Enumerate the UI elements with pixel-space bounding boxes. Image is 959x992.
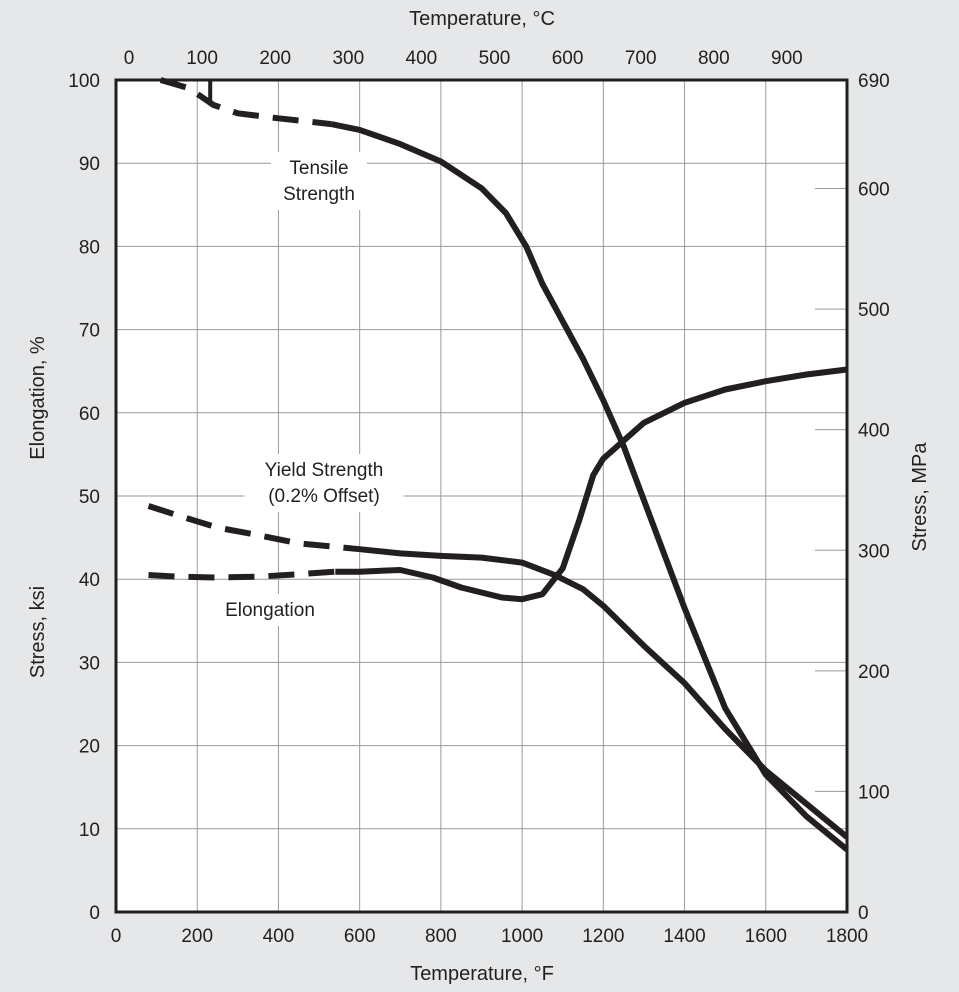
x-bottom-tick-label: 1200	[582, 926, 624, 947]
y-left-tick-label: 50	[79, 487, 100, 508]
x-top-tick-label: 600	[552, 48, 584, 69]
elongation-label-line: Elongation	[225, 600, 315, 621]
x-bottom-axis-title: Temperature, °F	[410, 963, 554, 985]
y-left-tick-label: 20	[79, 737, 100, 758]
series-layer	[147, 77, 849, 852]
y-left-tick-label: 60	[79, 404, 100, 425]
elongation-label-background	[211, 594, 329, 626]
yield-strength-label-line: Yield Strength	[265, 460, 384, 481]
y-right-tick-label: 400	[858, 421, 890, 442]
x-bottom-tick-label: 1800	[826, 926, 868, 947]
y-left-axis-title-stress: Stress, ksi	[27, 586, 49, 678]
yield-strength-label-background	[244, 454, 404, 512]
y-right-tick-label: 690	[858, 71, 890, 92]
y-left-tick-label: 30	[79, 653, 100, 674]
x-top-tick-label: 200	[259, 48, 291, 69]
x-top-tick-label: 400	[406, 48, 438, 69]
y-right-tick-label: 300	[858, 541, 890, 562]
y-left-tick-label: 90	[79, 154, 100, 175]
tensile-strength-label-line: Strength	[283, 184, 355, 205]
tensile-strength-dashed-line	[159, 77, 332, 128]
y-right-tick-label: 0	[858, 903, 869, 924]
x-bottom-tick-label: 600	[344, 926, 376, 947]
x-bottom-tick-label: 800	[425, 926, 457, 947]
y-right-tick-label: 100	[858, 782, 890, 803]
x-bottom-tick-label: 1600	[745, 926, 787, 947]
y-right-axis-title: Stress, MPa	[909, 442, 931, 552]
x-bottom-tick-label: 400	[263, 926, 295, 947]
tensile-strength-label-line: Tensile	[289, 158, 348, 179]
y-left-tick-label: 40	[79, 570, 100, 591]
elongation-dashed-line	[148, 568, 336, 581]
x-top-tick-label: 100	[186, 48, 218, 69]
y-left-tick-label: 0	[89, 903, 100, 924]
x-bottom-tick-label: 1400	[663, 926, 705, 947]
x-bottom-tick-label: 1000	[501, 926, 543, 947]
y-right-tick-label: 600	[858, 180, 890, 201]
tensile-strength-label-background	[271, 152, 367, 210]
plot-frame	[114, 78, 849, 914]
x-top-tick-label: 700	[625, 48, 657, 69]
yield-strength-label-line: (0.2% Offset)	[268, 486, 380, 507]
x-bottom-tick-label: 0	[111, 926, 122, 947]
yield-strength-0-2-offset-solid-line	[343, 544, 849, 840]
x-top-axis-title: Temperature, °C	[409, 8, 555, 30]
axis-title-layer: Temperature, °F Temperature, °C Elongation…	[27, 8, 931, 985]
y-right-tick-label: 500	[858, 300, 890, 321]
x-top-tick-label: 800	[698, 48, 730, 69]
yield-strength-0-2-offset-dashed-line	[147, 503, 344, 551]
x-top-tick-label: 300	[332, 48, 364, 69]
tensile-strength-solid-line	[330, 121, 849, 852]
y-left-tick-label: 80	[79, 237, 100, 258]
y-left-axis-title-elongation: Elongation, %	[27, 336, 49, 460]
y-left-tick-label: 100	[68, 71, 100, 92]
y-right-tick-label: 200	[858, 662, 890, 683]
x-top-tick-label: 500	[479, 48, 511, 69]
x-top-tick-label: 0	[124, 48, 135, 69]
x-top-tick-label: 900	[771, 48, 803, 69]
y-left-tick-label: 70	[79, 321, 100, 342]
annotation-layer: Tensile Strength Yield Strength (0.2% Offse…	[211, 152, 404, 626]
x-bottom-tick-label: 200	[181, 926, 213, 947]
elongation-solid-line	[335, 366, 848, 603]
y-left-tick-label: 10	[79, 820, 100, 841]
